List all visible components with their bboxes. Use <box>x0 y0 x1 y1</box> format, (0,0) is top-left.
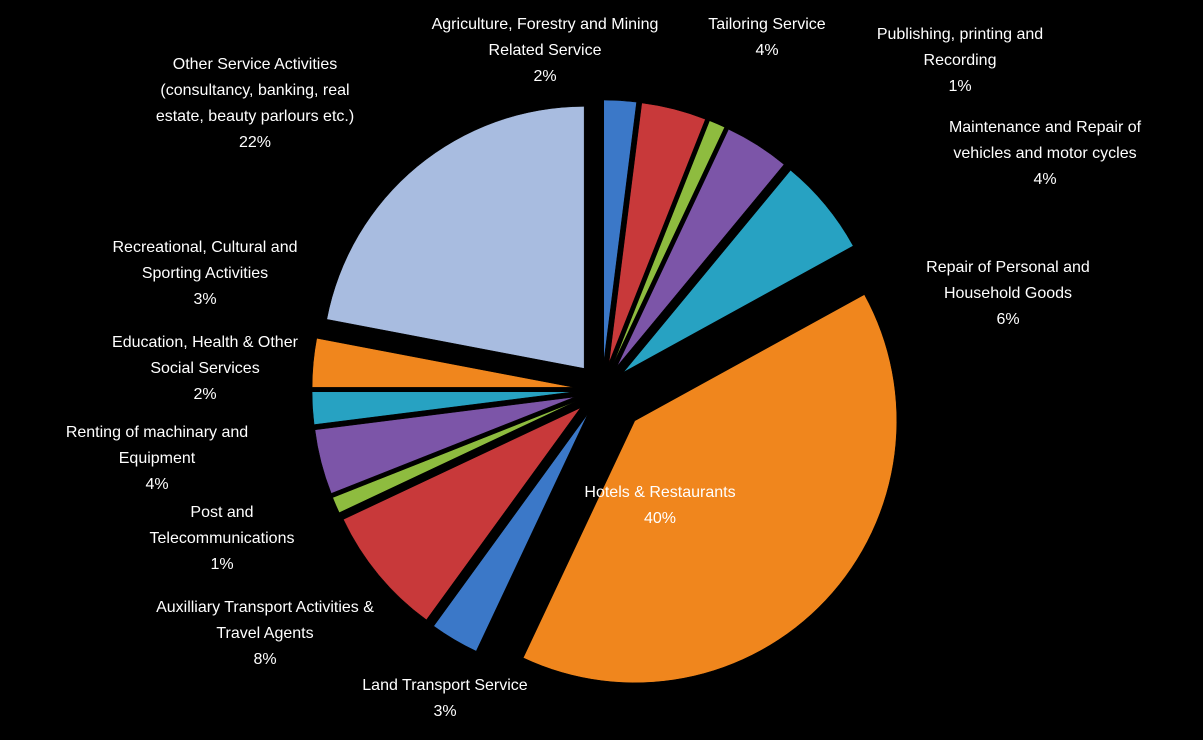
pie-slice <box>608 102 706 363</box>
slice-label: Land Transport Service 3% <box>325 673 565 725</box>
category-name: Hotels & Restaurants <box>584 484 736 501</box>
value-label: 6% <box>996 311 1020 328</box>
pie-slice <box>522 294 898 683</box>
pie-slice <box>433 413 588 652</box>
slice-label: Other Service Activities (consultancy, b… <box>140 52 370 156</box>
category-name: Other Service Activities (consultancy, b… <box>155 56 355 125</box>
category-name: Land Transport Service <box>362 677 528 694</box>
slice-label: Education, Health & Other Social Service… <box>105 330 305 408</box>
slice-label: Renting of machinary and Equipment 4% <box>27 420 287 498</box>
category-name: Education, Health & Other Social Service… <box>112 334 298 377</box>
pie-slice <box>603 99 637 363</box>
pie-slice <box>311 391 575 425</box>
value-label: 2% <box>533 68 557 85</box>
category-name: Repair of Personal and Household Goods <box>926 259 1090 302</box>
category-name: Agriculture, Forestry and Mining Related… <box>431 16 659 59</box>
slice-label: Post and Telecommunications 1% <box>122 500 322 578</box>
value-label: 2% <box>193 386 217 403</box>
slice-label: Repair of Personal and Household Goods 6% <box>898 255 1118 333</box>
value-label: 4% <box>1033 171 1057 188</box>
value-label: 3% <box>433 703 457 720</box>
category-name: Auxilliary Transport Activities & Travel… <box>156 599 374 642</box>
value-label: 1% <box>948 78 972 95</box>
slice-label: Agriculture, Forestry and Mining Related… <box>425 12 665 90</box>
category-name: Tailoring Service <box>708 16 826 33</box>
value-label: 4% <box>755 42 779 59</box>
category-name: Renting of machinary and Equipment <box>65 424 249 467</box>
slice-label: Publishing, printing and Recording 1% <box>850 22 1070 100</box>
value-label: 4% <box>145 476 169 493</box>
pie-slice <box>343 407 581 621</box>
pie-slice <box>612 120 726 365</box>
slice-label: Tailoring Service 4% <box>687 12 847 64</box>
pie-slice <box>326 106 585 369</box>
value-label: 22% <box>238 134 272 151</box>
category-name: Publishing, printing and Recording <box>876 26 1044 69</box>
pie-slice <box>616 128 785 367</box>
value-label: 1% <box>210 556 234 573</box>
category-name: Post and Telecommunications <box>149 504 295 547</box>
value-label: 3% <box>193 291 217 308</box>
pie-slice <box>314 396 575 494</box>
slice-label: Recreational, Cultural and Sporting Acti… <box>95 235 315 313</box>
category-name: Recreational, Cultural and Sporting Acti… <box>112 239 298 282</box>
slice-label: Maintenance and Repair of vehicles and m… <box>930 115 1160 193</box>
category-name: Maintenance and Repair of vehicles and m… <box>948 119 1142 162</box>
pie-slice <box>623 169 854 373</box>
slice-label: Auxilliary Transport Activities & Travel… <box>135 595 395 673</box>
value-label: 8% <box>253 651 277 668</box>
value-label: 40% <box>643 510 677 527</box>
pie-slice <box>311 337 575 388</box>
slice-label: Hotels & Restaurants 40% <box>560 480 760 532</box>
pie-slice <box>332 400 577 514</box>
